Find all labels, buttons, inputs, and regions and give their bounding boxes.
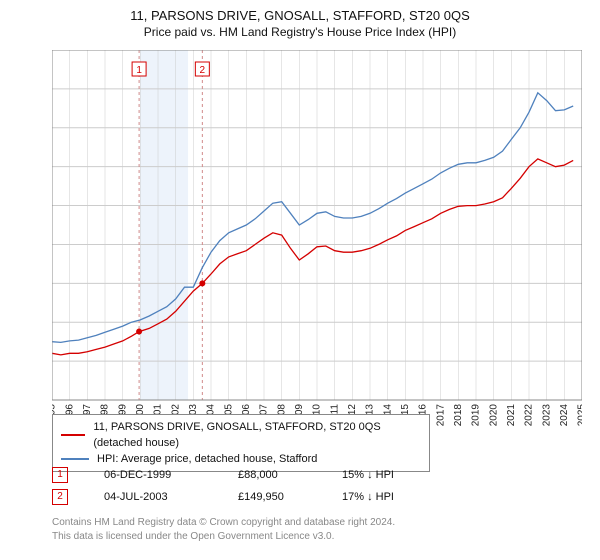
footer-attribution: Contains HM Land Registry data © Crown c… <box>52 516 395 544</box>
svg-text:2021: 2021 <box>506 404 517 427</box>
sale-vs-hpi: 15% ↓ HPI <box>342 464 394 486</box>
footer-line-2: This data is licensed under the Open Gov… <box>52 530 395 544</box>
sale-row: 2 04-JUL-2003 £149,950 17% ↓ HPI <box>52 486 394 508</box>
svg-text:2019: 2019 <box>471 404 482 427</box>
sale-price: £149,950 <box>238 486 318 508</box>
sales-table: 1 06-DEC-1999 £88,000 15% ↓ HPI 2 04-JUL-2003… <box>52 464 394 508</box>
sale-date: 06-DEC-1999 <box>104 464 214 486</box>
svg-text:2022: 2022 <box>524 404 535 427</box>
svg-text:2020: 2020 <box>488 404 499 427</box>
legend-swatch <box>61 434 85 436</box>
legend-swatch <box>61 458 89 460</box>
legend-label: 11, PARSONS DRIVE, GNOSALL, STAFFORD, ST… <box>93 419 421 451</box>
footer-line-1: Contains HM Land Registry data © Crown c… <box>52 516 395 530</box>
title-line-2: Price paid vs. HM Land Registry's House … <box>0 25 600 39</box>
svg-text:2024: 2024 <box>559 404 570 427</box>
svg-text:2018: 2018 <box>453 404 464 427</box>
titles: 11, PARSONS DRIVE, GNOSALL, STAFFORD, ST… <box>0 0 600 39</box>
sale-price: £88,000 <box>238 464 318 486</box>
sale-date: 04-JUL-2003 <box>104 486 214 508</box>
sale-marker-badge: 2 <box>52 489 68 505</box>
sale-marker-badge: 1 <box>52 467 68 483</box>
svg-text:2025: 2025 <box>577 404 582 427</box>
svg-text:2023: 2023 <box>541 404 552 427</box>
chart-svg: £0£50K£100K£150K£200K£250K£300K£350K£400… <box>52 50 582 440</box>
svg-text:2: 2 <box>200 65 206 76</box>
legend-row: 11, PARSONS DRIVE, GNOSALL, STAFFORD, ST… <box>61 419 421 451</box>
svg-text:1: 1 <box>136 65 142 76</box>
chart-container: 11, PARSONS DRIVE, GNOSALL, STAFFORD, ST… <box>0 0 600 560</box>
plot-area: £0£50K£100K£150K£200K£250K£300K£350K£400… <box>52 50 582 400</box>
title-line-1: 11, PARSONS DRIVE, GNOSALL, STAFFORD, ST… <box>0 8 600 23</box>
sale-row: 1 06-DEC-1999 £88,000 15% ↓ HPI <box>52 464 394 486</box>
svg-text:2017: 2017 <box>435 404 446 427</box>
sale-vs-hpi: 17% ↓ HPI <box>342 486 394 508</box>
